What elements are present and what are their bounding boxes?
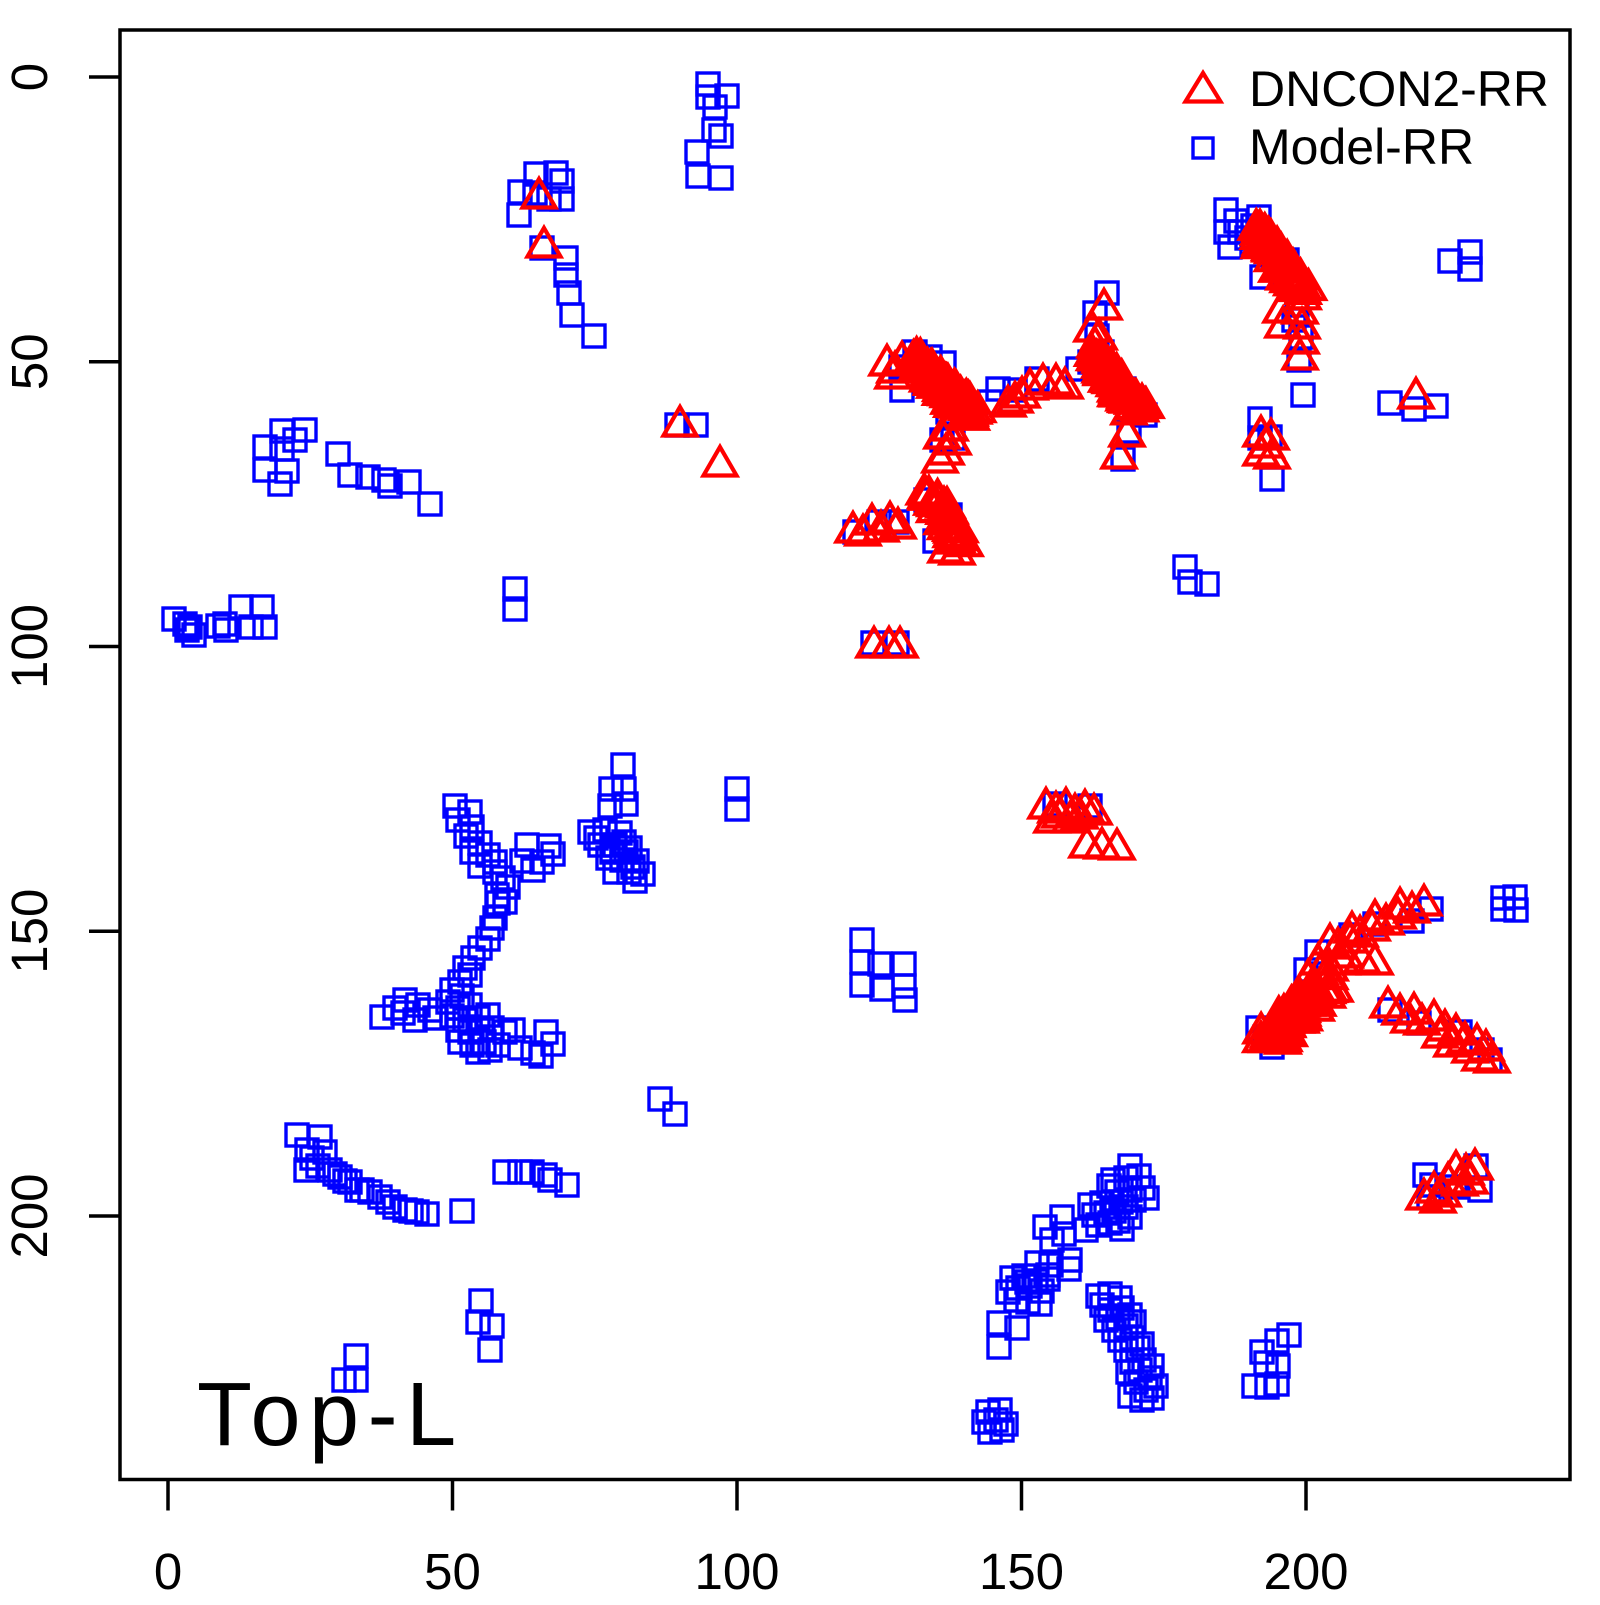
svg-text:0: 0 <box>1 63 58 91</box>
svg-text:50: 50 <box>1 333 58 390</box>
svg-text:Top-L: Top-L <box>197 1365 465 1465</box>
svg-text:200: 200 <box>1263 1543 1348 1600</box>
svg-text:0: 0 <box>154 1543 182 1600</box>
svg-text:100: 100 <box>694 1543 779 1600</box>
svg-text:200: 200 <box>1 1173 58 1258</box>
svg-text:100: 100 <box>1 604 58 689</box>
svg-text:DNCON2-RR: DNCON2-RR <box>1249 61 1549 117</box>
svg-text:150: 150 <box>1 889 58 974</box>
svg-text:150: 150 <box>979 1543 1064 1600</box>
svg-text:Model-RR: Model-RR <box>1249 119 1474 175</box>
svg-text:50: 50 <box>424 1543 481 1600</box>
